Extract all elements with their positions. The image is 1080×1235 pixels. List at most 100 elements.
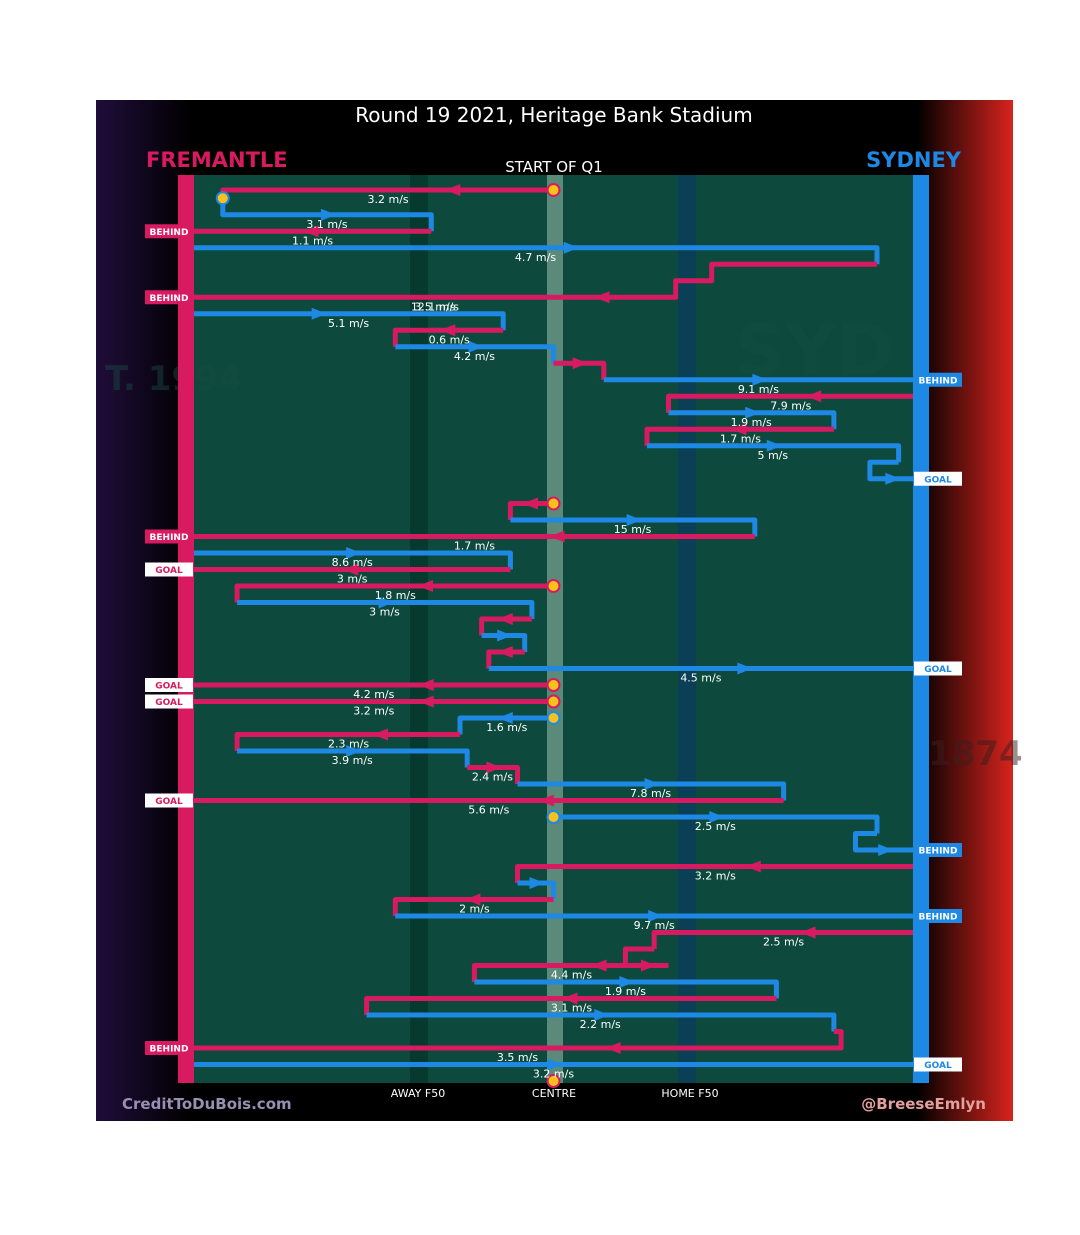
speed-label: 3 m/s — [337, 573, 368, 586]
direction-arrow — [594, 1009, 610, 1021]
speed-label: 1.7 m/s — [720, 432, 761, 445]
left-watermark-year: T. 1994 — [105, 359, 242, 399]
speed-label: 2.2 m/s — [580, 1018, 621, 1031]
speed-label: 2.4 m/s — [472, 771, 513, 784]
speed-label: 3.9 m/s — [332, 754, 373, 767]
kick-chain-sydney — [457, 715, 554, 735]
speed-label: 8.6 m/s — [332, 556, 373, 569]
result-label: GOAL — [155, 566, 183, 576]
kick-chain-sydney — [474, 979, 779, 999]
kick-chain-fremantle — [479, 616, 532, 636]
stoppage-marker — [546, 678, 561, 692]
goal-tag — [914, 471, 962, 486]
direction-arrow — [563, 241, 579, 254]
direction-arrow — [648, 910, 664, 922]
home-f50-label: HOME F50 — [661, 1087, 718, 1100]
speed-label: 12.1 m/s — [411, 300, 459, 313]
speed-label: 15 m/s — [614, 523, 652, 536]
direction-arrow — [497, 712, 513, 724]
result-label: BEHIND — [919, 847, 958, 857]
quarter-label: START OF Q1 — [505, 158, 603, 176]
left-gradient — [96, 100, 192, 1121]
direction-arrow — [752, 373, 768, 386]
speed-label: 2 m/s — [459, 903, 490, 916]
kick-chain-fremantle — [553, 360, 607, 380]
kick-chain-sydney — [510, 517, 758, 537]
goal-tag — [145, 694, 193, 709]
direction-arrow — [619, 976, 635, 988]
direction-arrow — [378, 596, 394, 609]
kick-chain-sydney — [517, 781, 787, 801]
fremantle-title: FREMANTLE — [146, 148, 288, 172]
direction-arrow — [529, 877, 545, 889]
speed-label: 1.9 m/s — [731, 416, 772, 429]
behind-tag — [145, 224, 193, 239]
direction-arrow — [547, 1058, 563, 1071]
kick-chain-fremantle — [234, 583, 554, 603]
result-label: GOAL — [924, 665, 952, 675]
stoppage-marker — [546, 496, 561, 511]
speed-label: 1.1 m/s — [292, 234, 333, 247]
direction-arrow — [878, 844, 894, 856]
direction-arrow — [766, 439, 782, 452]
direction-arrow — [486, 761, 502, 774]
goal-tag — [914, 1057, 962, 1072]
direction-arrow — [745, 860, 761, 873]
kick-chain-fremantle — [467, 765, 520, 784]
sydney-post — [913, 175, 929, 1083]
speed-label: 3.1 m/s — [551, 1002, 592, 1015]
kick-chain-sydney — [366, 1012, 837, 1032]
kick-chain-fremantle — [644, 426, 834, 446]
speed-label: 3 m/s — [369, 606, 400, 619]
right-watermark-year: 1874 — [928, 734, 1023, 774]
speed-label: 2.3 m/s — [328, 738, 369, 751]
direction-arrow — [731, 423, 747, 436]
speed-label: 2.5 m/s — [763, 936, 804, 949]
kick-chain-fremantle — [364, 996, 777, 1015]
direction-arrow — [885, 472, 901, 485]
kick-chain-sydney — [237, 600, 535, 619]
stoppage-marker — [546, 183, 561, 197]
direction-arrow — [445, 184, 461, 196]
direction-arrow — [417, 580, 433, 592]
credit-left: CreditToDuBois.com — [122, 1095, 292, 1113]
result-label: BEHIND — [919, 376, 958, 386]
direction-arrow — [497, 646, 513, 658]
direction-arrow — [373, 728, 389, 741]
kick-chain-sydney — [194, 550, 513, 570]
direction-arrow — [800, 926, 816, 939]
direction-arrow — [549, 530, 565, 543]
away-f50-label: AWAY F50 — [391, 1087, 445, 1100]
speed-label: 4.7 m/s — [515, 251, 556, 264]
centre-label: CENTRE — [532, 1087, 576, 1100]
speed-label: 3.2 m/s — [353, 705, 394, 718]
speed-label: 3.1 m/s — [306, 218, 347, 231]
goal-tag — [914, 661, 962, 676]
speed-label: 1.9 m/s — [605, 985, 646, 998]
speed-label: 9.7 m/s — [634, 919, 675, 932]
kick-chain-sydney — [237, 748, 470, 768]
speed-label: 4.4 m/s — [551, 969, 592, 982]
behind-tag — [145, 529, 193, 544]
speed-label: 3.2 m/s — [695, 870, 736, 883]
speed-label: 1.7 m/s — [454, 540, 495, 553]
stoppage-marker — [546, 711, 561, 725]
speed-label: 1.6 m/s — [486, 721, 527, 734]
behind-tag — [914, 843, 962, 857]
result-label: GOAL — [155, 682, 183, 692]
result-label: BEHIND — [150, 1045, 189, 1055]
kick-chain-sydney — [647, 443, 902, 463]
sydney-title: SYDNEY — [866, 148, 962, 172]
result-label: GOAL — [924, 475, 952, 485]
result-label: GOAL — [924, 1061, 952, 1071]
home-f50-band — [678, 175, 696, 1083]
direction-arrow — [522, 497, 538, 510]
speed-labels: 3.2 m/s 3.1 m/s 1.1 m/s BEHIND 4.7 m/s 3.5 m/… — [145, 193, 962, 1081]
kick-chain-sydney — [481, 633, 528, 652]
direction-arrow — [538, 794, 554, 807]
chart-title: Round 19 2021, Heritage Bank Stadium — [355, 103, 752, 127]
speed-label: 0.6 m/s — [429, 333, 470, 346]
speed-label: 9.1 m/s — [738, 383, 779, 396]
stoppage-marker — [546, 694, 561, 709]
kick-chain-fremantle — [651, 930, 913, 949]
